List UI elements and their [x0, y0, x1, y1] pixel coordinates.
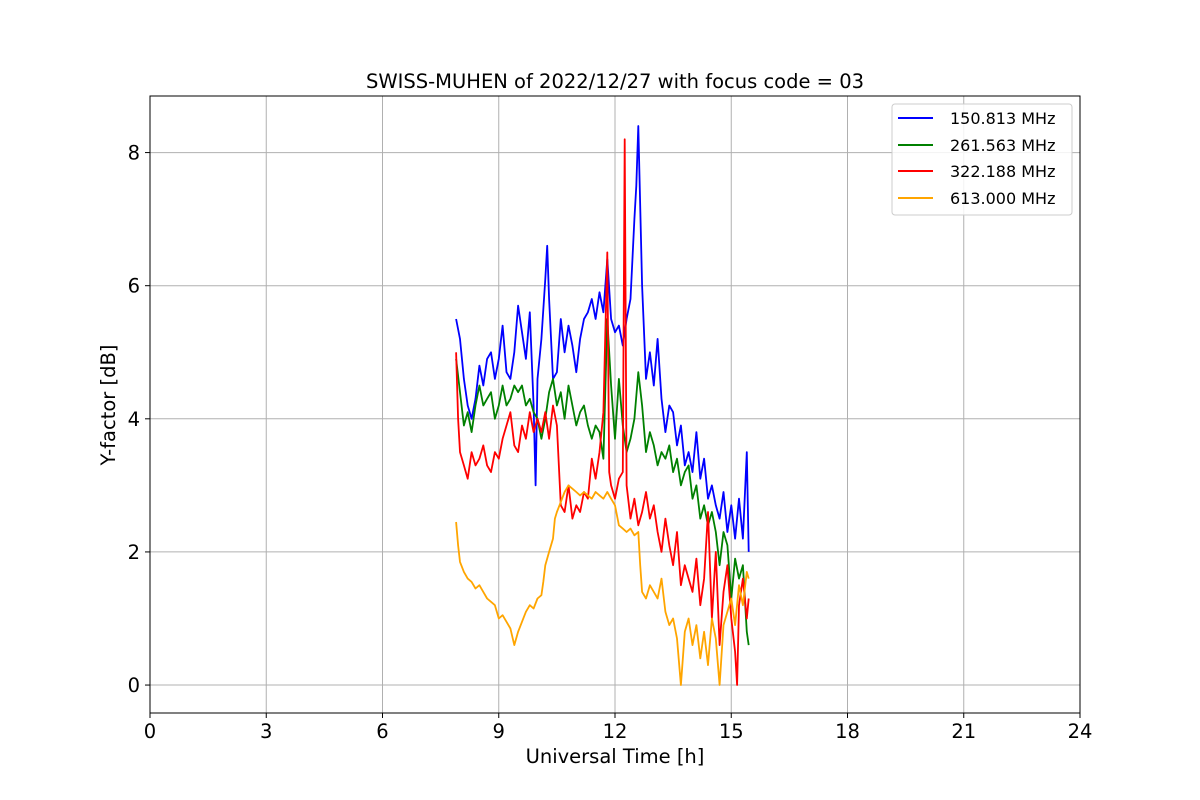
legend-label-613-000: 613.000 MHz	[950, 189, 1055, 208]
legend: 150.813 MHz 261.563 MHz 322.188 MHz 613.…	[891, 103, 1073, 216]
y-tick-label: 4	[128, 408, 140, 431]
chart-title: SWISS-MUHEN of 2022/12/27 with focus cod…	[366, 70, 864, 93]
x-tick-label: 15	[719, 720, 744, 743]
legend-label-261-563: 261.563 MHz	[950, 136, 1055, 155]
series-line-322-188-mhz	[455, 138, 750, 686]
series-lines	[455, 125, 750, 686]
y-axis-label: Y-factor [dB]	[97, 345, 120, 467]
series-line-613-000-mhz	[455, 484, 750, 686]
x-tick-label: 12	[603, 720, 628, 743]
series-line-261-563-mhz	[455, 318, 750, 646]
legend-label-322-188: 322.188 MHz	[950, 162, 1055, 181]
y-tick-label: 2	[128, 541, 140, 564]
x-tick-label: 18	[835, 720, 860, 743]
y-axis-ticks: 0 2 4 6 8	[128, 142, 150, 697]
x-tick-label: 21	[951, 720, 976, 743]
y-tick-label: 0	[128, 674, 140, 697]
x-tick-label: 24	[1068, 720, 1093, 743]
y-tick-label: 8	[128, 142, 140, 165]
y-tick-label: 6	[128, 275, 140, 298]
series-line-150-813-mhz	[455, 125, 750, 552]
x-axis-ticks: 0 3 6 9 12 15 18 21 24	[144, 713, 1093, 743]
x-tick-label: 9	[493, 720, 505, 743]
legend-label-150-813: 150.813 MHz	[950, 109, 1055, 128]
x-tick-label: 3	[260, 720, 272, 743]
legend-box	[891, 103, 1073, 216]
x-axis-label: Universal Time [h]	[526, 745, 705, 768]
x-tick-label: 0	[144, 720, 156, 743]
x-tick-label: 6	[376, 720, 388, 743]
